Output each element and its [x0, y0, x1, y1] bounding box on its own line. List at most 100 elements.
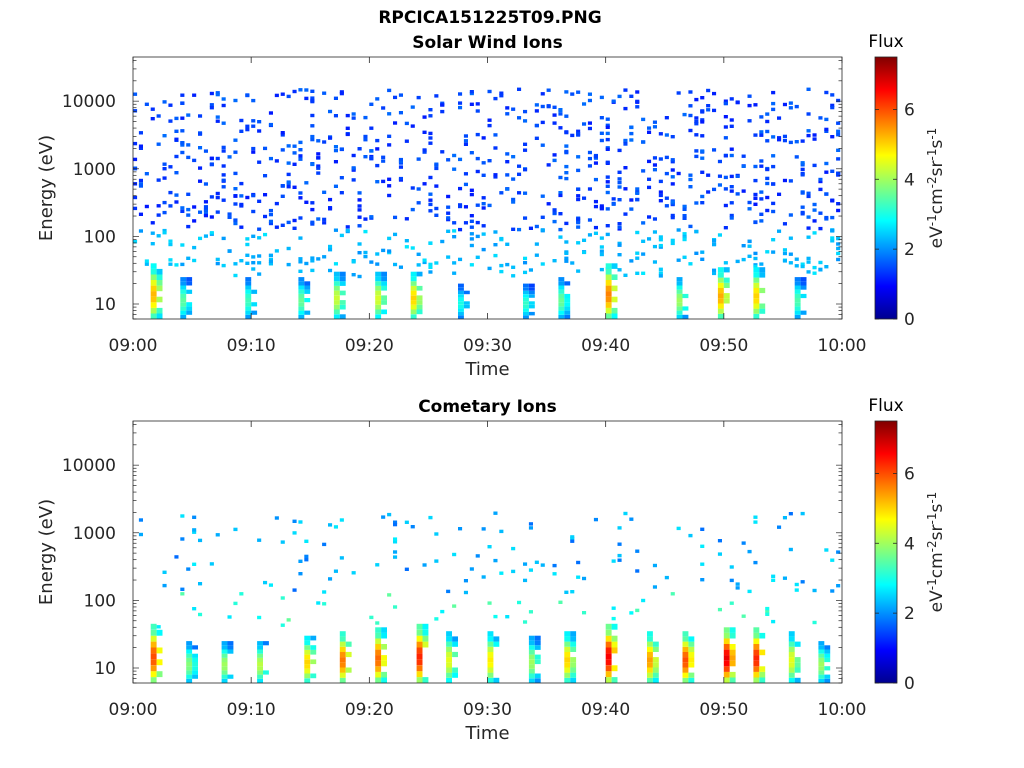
flux-cell — [593, 517, 598, 522]
flux-cell — [700, 110, 705, 114]
flux-cell — [304, 200, 309, 204]
flux-cell — [487, 631, 494, 637]
flux-cell — [729, 565, 734, 569]
flux-cell — [794, 257, 799, 261]
flux-cell — [641, 252, 646, 256]
flux-cell — [717, 313, 724, 319]
flux-cell — [723, 677, 730, 683]
flux-cell — [523, 301, 529, 305]
flux-cell — [706, 173, 711, 177]
flux-cell — [280, 540, 285, 544]
flux-cell — [747, 94, 752, 98]
flux-cell — [375, 677, 382, 683]
flux-cell — [198, 114, 203, 118]
flux-cell — [717, 303, 724, 309]
flux-cell — [328, 109, 333, 114]
flux-cell — [446, 194, 451, 199]
flux-cell — [493, 677, 500, 683]
flux-cell — [794, 667, 801, 673]
flux-cell — [605, 184, 610, 188]
flux-cell — [493, 173, 498, 177]
flux-cell — [564, 677, 571, 683]
flux-cell — [759, 666, 766, 672]
flux-cell — [316, 601, 321, 605]
flux-cell — [788, 547, 793, 552]
flux-cell — [446, 589, 451, 594]
flux-cell — [434, 617, 439, 621]
flux-cell — [363, 138, 368, 142]
flux-cell — [528, 649, 535, 655]
flux-cell — [298, 277, 305, 282]
flux-cell — [623, 166, 628, 170]
flux-cell — [280, 623, 285, 627]
flux-cell — [304, 673, 311, 679]
flux-cell — [251, 255, 256, 259]
flux-cell — [416, 677, 423, 683]
flux-cell — [286, 144, 291, 148]
flux-cell — [150, 268, 157, 275]
flux-cell — [788, 213, 793, 217]
flux-cell — [351, 153, 356, 158]
flux-cell — [647, 159, 652, 164]
flux-cell — [688, 651, 695, 658]
flux-cell — [393, 262, 398, 267]
flux-cell — [635, 105, 640, 109]
flux-cell — [830, 169, 835, 173]
flux-cell — [499, 529, 504, 534]
flux-cell — [552, 572, 557, 576]
flux-cell — [257, 272, 262, 276]
flux-cell — [316, 166, 321, 170]
flux-cell — [735, 100, 740, 105]
flux-cell — [723, 101, 728, 106]
flux-cell — [227, 645, 234, 650]
flux-cell — [729, 601, 734, 605]
flux-cell — [800, 281, 807, 286]
flux-cell — [800, 293, 807, 299]
flux-cell — [818, 666, 825, 671]
flux-cell — [564, 259, 569, 263]
flux-cell — [523, 315, 529, 319]
flux-cell — [198, 179, 203, 183]
flux-cell — [463, 579, 468, 583]
flux-cell — [268, 221, 273, 226]
flux-cell — [647, 631, 653, 637]
flux-cell — [180, 537, 185, 541]
panel-title: Solar Wind Ions — [412, 33, 563, 53]
flux-cell — [694, 149, 699, 153]
flux-cell — [617, 225, 622, 230]
flux-cell — [221, 666, 228, 671]
flux-cell — [741, 189, 746, 193]
flux-cell — [150, 313, 157, 319]
flux-cell — [233, 98, 238, 103]
flux-cell — [292, 218, 297, 223]
flux-cell — [782, 222, 787, 226]
flux-cell — [617, 241, 622, 246]
colorbar-gradient — [874, 56, 898, 320]
flux-cell — [463, 301, 470, 305]
flux-cell — [682, 667, 689, 673]
flux-cell — [812, 620, 817, 625]
y-tick-label: 100 — [84, 591, 116, 611]
flux-cell — [712, 148, 717, 152]
flux-cell — [812, 208, 817, 212]
y-tick-label: 10000 — [62, 456, 116, 476]
flux-cell — [570, 590, 575, 594]
flux-cell — [635, 251, 640, 255]
flux-cell — [759, 219, 764, 223]
flux-cell — [257, 678, 263, 683]
flux-cell — [162, 167, 167, 171]
flux-cell — [605, 207, 610, 211]
flux-cell — [469, 243, 474, 248]
flux-cell — [729, 632, 736, 639]
flux-cell — [812, 265, 817, 270]
flux-cell — [239, 194, 244, 198]
flux-cell — [375, 644, 382, 650]
flux-cell — [268, 212, 273, 217]
flux-cell — [333, 114, 338, 118]
flux-cell — [617, 94, 622, 99]
flux-cell — [322, 542, 327, 547]
flux-cell — [818, 662, 825, 667]
flux-cell — [523, 620, 528, 624]
flux-cell — [824, 653, 831, 658]
flux-cell — [717, 293, 724, 299]
